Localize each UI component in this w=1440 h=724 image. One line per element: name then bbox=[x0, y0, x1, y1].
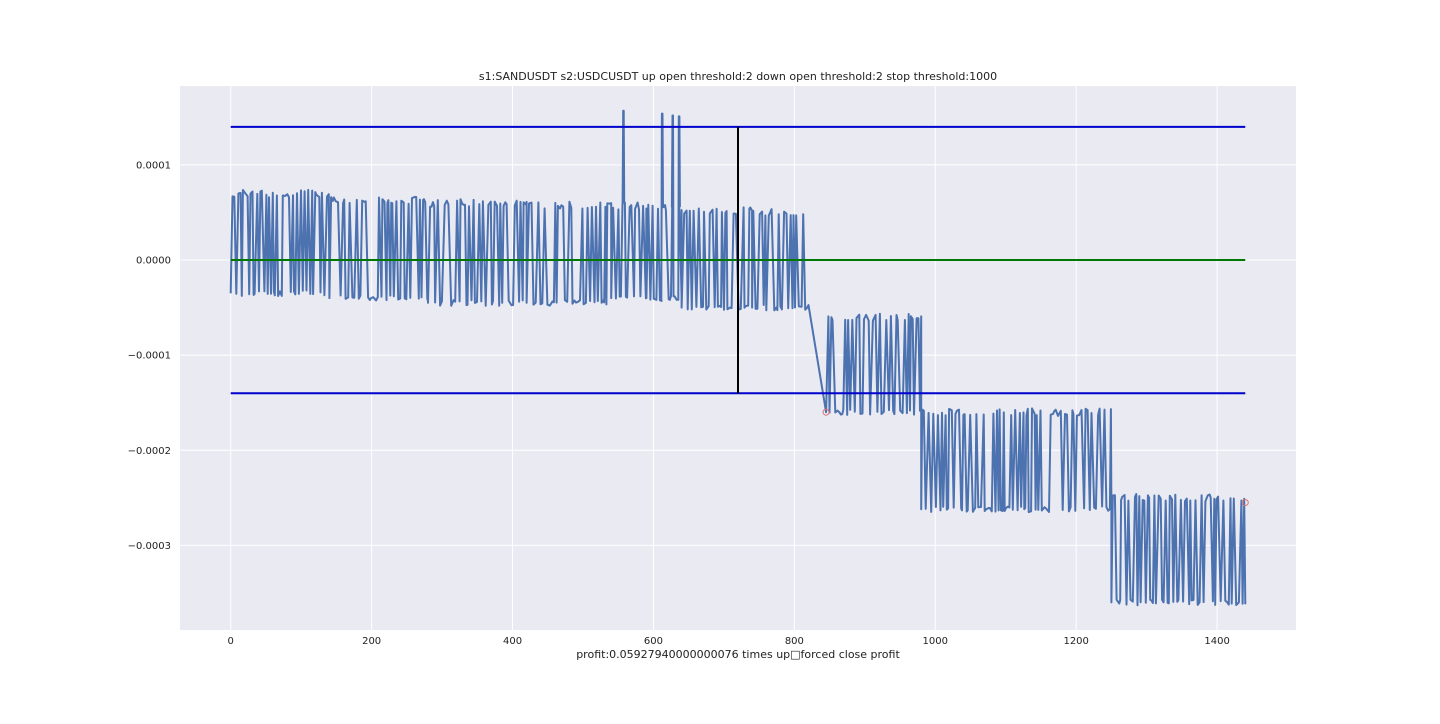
x-tick-label: 1000 bbox=[923, 636, 948, 647]
x-tick-label: 400 bbox=[503, 636, 522, 647]
chart-title: s1:SANDUSDT s2:USDCUSDT up open threshol… bbox=[479, 70, 997, 83]
y-tick-label: −0.0002 bbox=[128, 446, 171, 457]
spread-series-line bbox=[229, 109, 1247, 607]
y-tick-label: 0.0000 bbox=[136, 256, 171, 267]
x-tick-label: 200 bbox=[362, 636, 381, 647]
marker-layer bbox=[822, 408, 1249, 507]
x-tick-label: 1400 bbox=[1204, 636, 1229, 647]
x-tick-label: 0 bbox=[228, 636, 234, 647]
x-tick-label: 1200 bbox=[1063, 636, 1088, 647]
tick-labels: 0 200 400 600 800 1000 1200 1400 −0.0003 −0.0002 −… bbox=[128, 160, 1230, 647]
close-point-marker bbox=[1241, 499, 1249, 507]
y-tick-label: 0.0001 bbox=[136, 160, 171, 171]
y-tick-label: −0.0003 bbox=[128, 541, 171, 552]
close-point-marker bbox=[822, 408, 830, 416]
y-tick-label: −0.0001 bbox=[128, 351, 171, 362]
x-axis-label: profit:0.05927940000000076 times up□forc… bbox=[576, 648, 900, 661]
x-tick-label: 800 bbox=[785, 636, 804, 647]
x-tick-label: 600 bbox=[644, 636, 663, 647]
series-layer bbox=[229, 109, 1247, 607]
